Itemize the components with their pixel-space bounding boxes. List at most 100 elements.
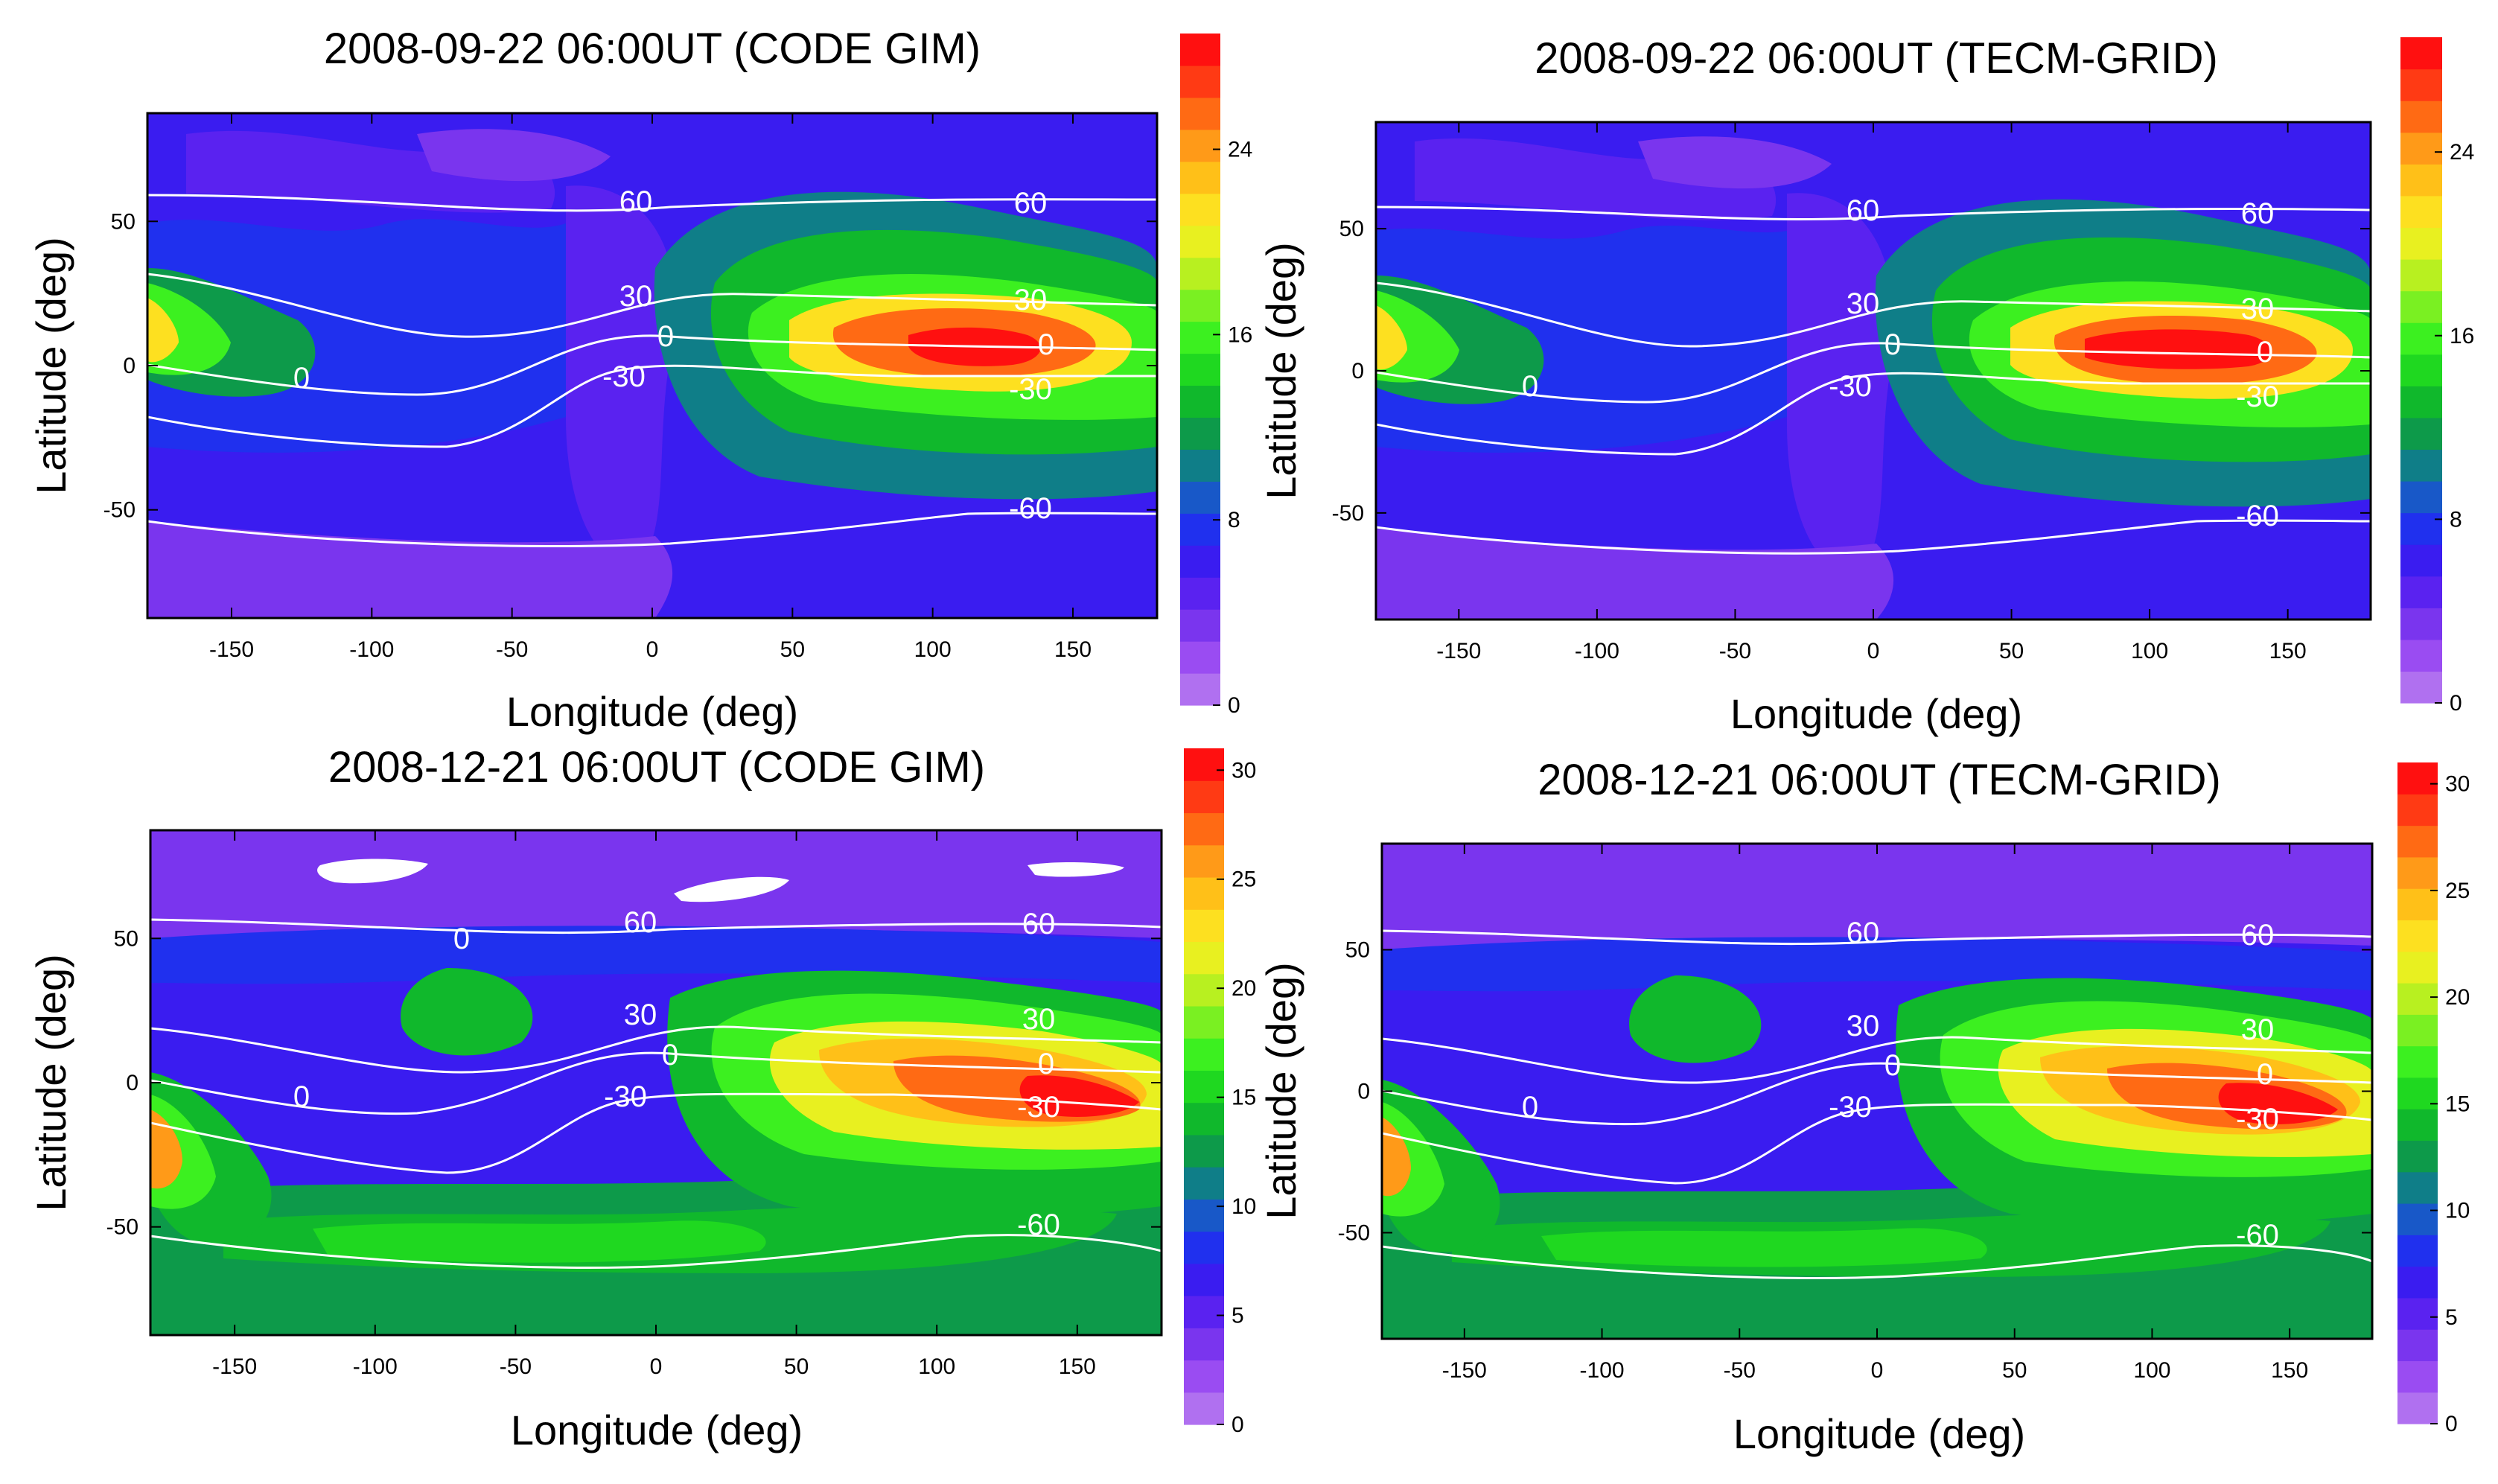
colorbar-step xyxy=(1184,941,1224,975)
x-tick-label: -150 xyxy=(1436,639,1481,663)
contour-line xyxy=(147,194,1157,212)
x-tick-label: -50 xyxy=(500,1354,532,1379)
x-tick-label: -50 xyxy=(1724,1358,1756,1383)
colorbar-step xyxy=(1180,417,1220,450)
colorbar-step xyxy=(1180,481,1220,514)
contour-line xyxy=(147,364,1157,448)
contour-line xyxy=(147,334,1157,396)
colorbar-step xyxy=(2400,512,2442,545)
colorbar-step xyxy=(2397,1392,2438,1424)
colorbar-step xyxy=(2397,856,2438,889)
contour-label: -30 xyxy=(1829,370,1872,403)
colorbar-step xyxy=(2397,794,2438,827)
contour-label: 0 xyxy=(1884,1049,1901,1082)
colorbar-step xyxy=(1180,609,1220,642)
x-tick-label: -50 xyxy=(496,637,528,662)
colorbar-step xyxy=(1184,844,1224,878)
colorbar-step xyxy=(2397,1266,2438,1299)
contour-line xyxy=(150,1234,1162,1269)
panel-title: 2008-09-22 06:00UT (CODE GIM) xyxy=(324,25,981,73)
x-tick-label: 0 xyxy=(650,1354,663,1379)
colorbar-tick-label: 5 xyxy=(1232,1304,1244,1328)
contour-label: 60 xyxy=(1847,917,1880,949)
colorbar-step xyxy=(2397,1360,2438,1393)
colorbar-step xyxy=(2400,132,2442,165)
no-data-region xyxy=(674,876,789,902)
contour-label: -60 xyxy=(2236,1219,2279,1252)
tec-region xyxy=(1382,1117,1411,1197)
contour-label: 0 xyxy=(1522,1091,1538,1124)
y-tick-label: 50 xyxy=(1339,217,1364,241)
colorbar-step xyxy=(2397,1140,2438,1173)
colorbar-step xyxy=(1180,577,1220,610)
colorbar-step xyxy=(2400,69,2442,101)
colorbar-step xyxy=(2400,544,2442,577)
x-tick-label: 100 xyxy=(914,637,952,662)
contour-line xyxy=(147,273,1157,338)
colorbar-tick-label: 0 xyxy=(2450,691,2462,716)
x-tick-label: 150 xyxy=(2269,639,2307,663)
colorbar-step xyxy=(2400,322,2442,355)
contour-line xyxy=(1376,281,2371,348)
contour-line xyxy=(150,1025,1162,1074)
tec-region xyxy=(1787,193,1894,574)
colorbar-tick-label: 0 xyxy=(2445,1412,2458,1436)
colorbar-step xyxy=(1180,161,1220,194)
colorbar-step xyxy=(1184,812,1224,846)
colorbar-step xyxy=(1184,1360,1224,1393)
x-tick-label: -100 xyxy=(353,1354,398,1379)
tec-region xyxy=(401,968,533,1056)
contour-label: -60 xyxy=(1017,1208,1060,1241)
colorbar-step xyxy=(2397,951,2438,984)
x-tick-label: 50 xyxy=(780,637,805,662)
y-tick-label: -50 xyxy=(1332,501,1364,526)
colorbar-step xyxy=(1184,780,1224,814)
tec-region xyxy=(1019,1075,1139,1117)
colorbar-step xyxy=(1184,973,1224,1007)
contour-line xyxy=(147,512,1157,547)
tec-color-layers xyxy=(150,830,1162,1335)
colorbar-step xyxy=(1184,1328,1224,1361)
colorbar-step xyxy=(1180,449,1220,482)
x-tick-label: 50 xyxy=(2002,1358,2027,1383)
y-tick-label: 50 xyxy=(114,926,138,951)
contour-label: 0 xyxy=(657,320,674,353)
colorbar-step xyxy=(2400,259,2442,292)
colorbar-step xyxy=(2397,1235,2438,1267)
tec-region xyxy=(1629,975,1762,1063)
colorbar-step xyxy=(1180,193,1220,226)
tec-region xyxy=(1541,1228,1987,1267)
contour-lines xyxy=(1382,929,2372,1279)
contour-label: 30 xyxy=(1847,1010,1880,1042)
colorbar-step xyxy=(1184,1392,1224,1425)
tec-region xyxy=(1376,305,1407,370)
colorbar-tick-label: 10 xyxy=(1232,1194,1256,1219)
contour-label: 60 xyxy=(1847,194,1880,227)
x-axis-label: Longitude (deg) xyxy=(1730,690,2022,737)
tec-region xyxy=(417,129,611,182)
colorbar-step xyxy=(1184,909,1224,943)
colorbar-step xyxy=(1180,385,1220,418)
contour-label: 60 xyxy=(1014,187,1048,220)
x-tick-label: -100 xyxy=(349,637,394,662)
colorbar-step xyxy=(2400,195,2442,229)
colorbar-step xyxy=(2400,639,2442,672)
colorbar-step xyxy=(1184,1167,1224,1200)
colorbar-step xyxy=(2397,983,2438,1015)
colorbar-step xyxy=(1184,876,1224,910)
colorbar-tick-label: 25 xyxy=(1232,867,1256,892)
tec-region xyxy=(1376,529,1894,620)
contour-label: 30 xyxy=(2241,1013,2275,1046)
tec-region xyxy=(1638,136,1832,189)
tec-region xyxy=(313,1220,766,1263)
colorbar-step xyxy=(2400,608,2442,640)
colorbar-step xyxy=(2400,386,2442,418)
colorbar-step xyxy=(2400,164,2442,197)
contour-label: -30 xyxy=(602,360,646,393)
colorbar-tick-label: 8 xyxy=(1228,508,1240,532)
no-data-region xyxy=(317,859,428,884)
